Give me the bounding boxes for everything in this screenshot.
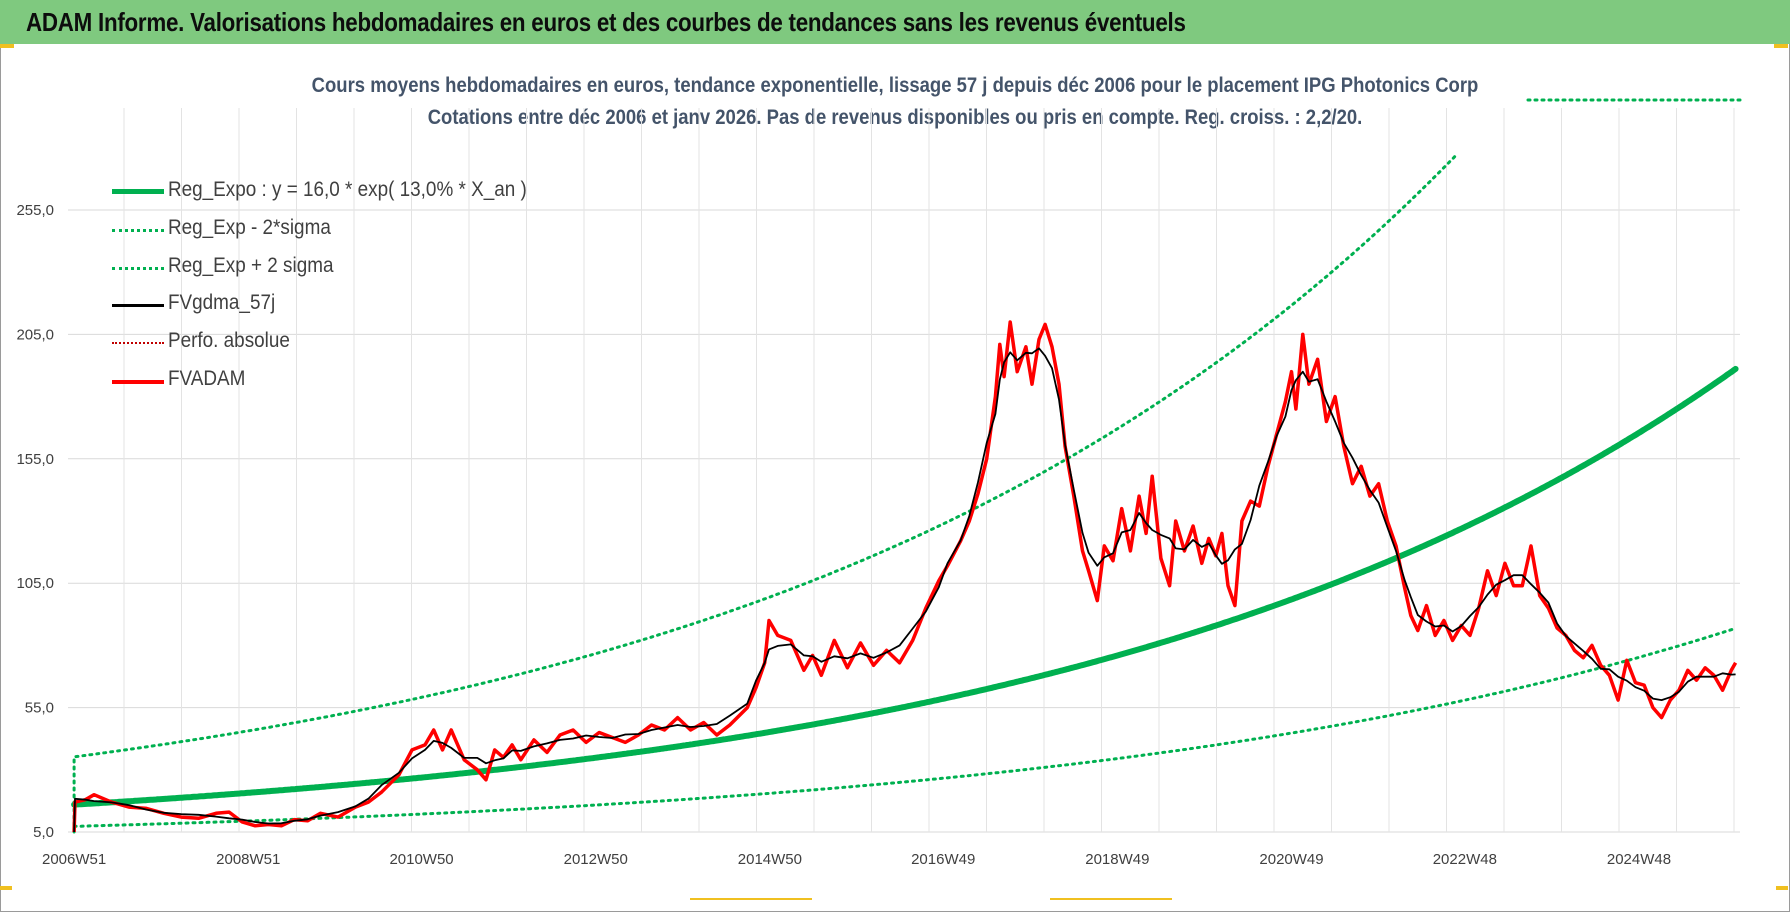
chart-title-line-2: Cotations entre déc 2006 et janv 2026. P…	[427, 106, 1363, 129]
legend-label: Reg_Expo : y = 16,0 * exp( 13,0% * X_an …	[168, 178, 527, 201]
y-axis-ticks: 5,0 55,0 105,0 155,0 205,0 255,0	[16, 202, 54, 841]
x-tick-label: 2020W49	[1259, 851, 1323, 868]
legend-label: Perfo. absolue	[168, 329, 290, 353]
corner-mark-top-right	[1774, 44, 1788, 48]
chart-title-line-1: Cours moyens hebdomadaires en euros, ten…	[311, 74, 1479, 97]
x-tick-label: 2022W48	[1433, 851, 1497, 868]
x-tick-label: 2012W50	[564, 851, 628, 868]
y-tick-label: 55,0	[25, 700, 54, 717]
legend-swatch-dotted-red	[112, 342, 164, 345]
series-reg-expo	[71, 365, 1739, 808]
y-tick-label: 155,0	[16, 451, 54, 468]
corner-mark-bottom-right	[1776, 886, 1788, 890]
legend-label: Reg_Exp - 2*sigma	[168, 215, 331, 239]
series-fvgdma-57j	[73, 347, 1736, 833]
legend-label: FVADAM	[168, 366, 246, 390]
y-tick-label: 205,0	[16, 326, 54, 343]
legend-swatch-solid-black	[112, 304, 164, 308]
legend-swatch-dotted-green	[112, 266, 164, 270]
legend-swatch-dotted-green	[112, 228, 164, 232]
selection-mark-2	[1050, 898, 1172, 900]
x-tick-label: 2010W50	[389, 851, 453, 868]
legend-swatch-solid-green	[112, 189, 164, 194]
corner-mark-bottom-left	[0, 886, 12, 890]
x-axis-ticks: 2006W51 2008W51 2010W50 2012W50 2014W50 2016W…	[42, 851, 1671, 868]
report-title: ADAM Informe. Valorisations hebdomadaire…	[26, 7, 1186, 37]
x-tick-label: 2016W49	[911, 851, 975, 868]
report-banner: ADAM Informe. Valorisations hebdomadaire…	[0, 0, 1790, 44]
series-lines	[71, 98, 1742, 834]
series-fvadam	[72, 320, 1738, 833]
x-tick-label: 2014W50	[738, 851, 802, 868]
x-tick-label: 2008W51	[216, 851, 280, 868]
legend-label: Reg_Exp + 2 sigma	[168, 253, 334, 277]
corner-mark-top-left	[0, 44, 14, 48]
series-reg-exp-plus-2sigma	[72, 152, 1459, 834]
selection-mark-1	[690, 898, 812, 900]
y-tick-label: 255,0	[16, 202, 54, 219]
legend-label: FVgdma_57j	[168, 291, 276, 315]
legend-swatch-solid-red	[112, 379, 164, 384]
series-reg-exp-minus-2sigma	[72, 626, 1738, 828]
y-tick-label: 105,0	[16, 575, 54, 592]
x-tick-label: 2006W51	[42, 851, 106, 868]
x-tick-label: 2018W49	[1085, 851, 1149, 868]
x-tick-label: 2024W48	[1607, 851, 1671, 868]
y-tick-label: 5,0	[33, 824, 54, 841]
gridlines	[68, 108, 1740, 833]
